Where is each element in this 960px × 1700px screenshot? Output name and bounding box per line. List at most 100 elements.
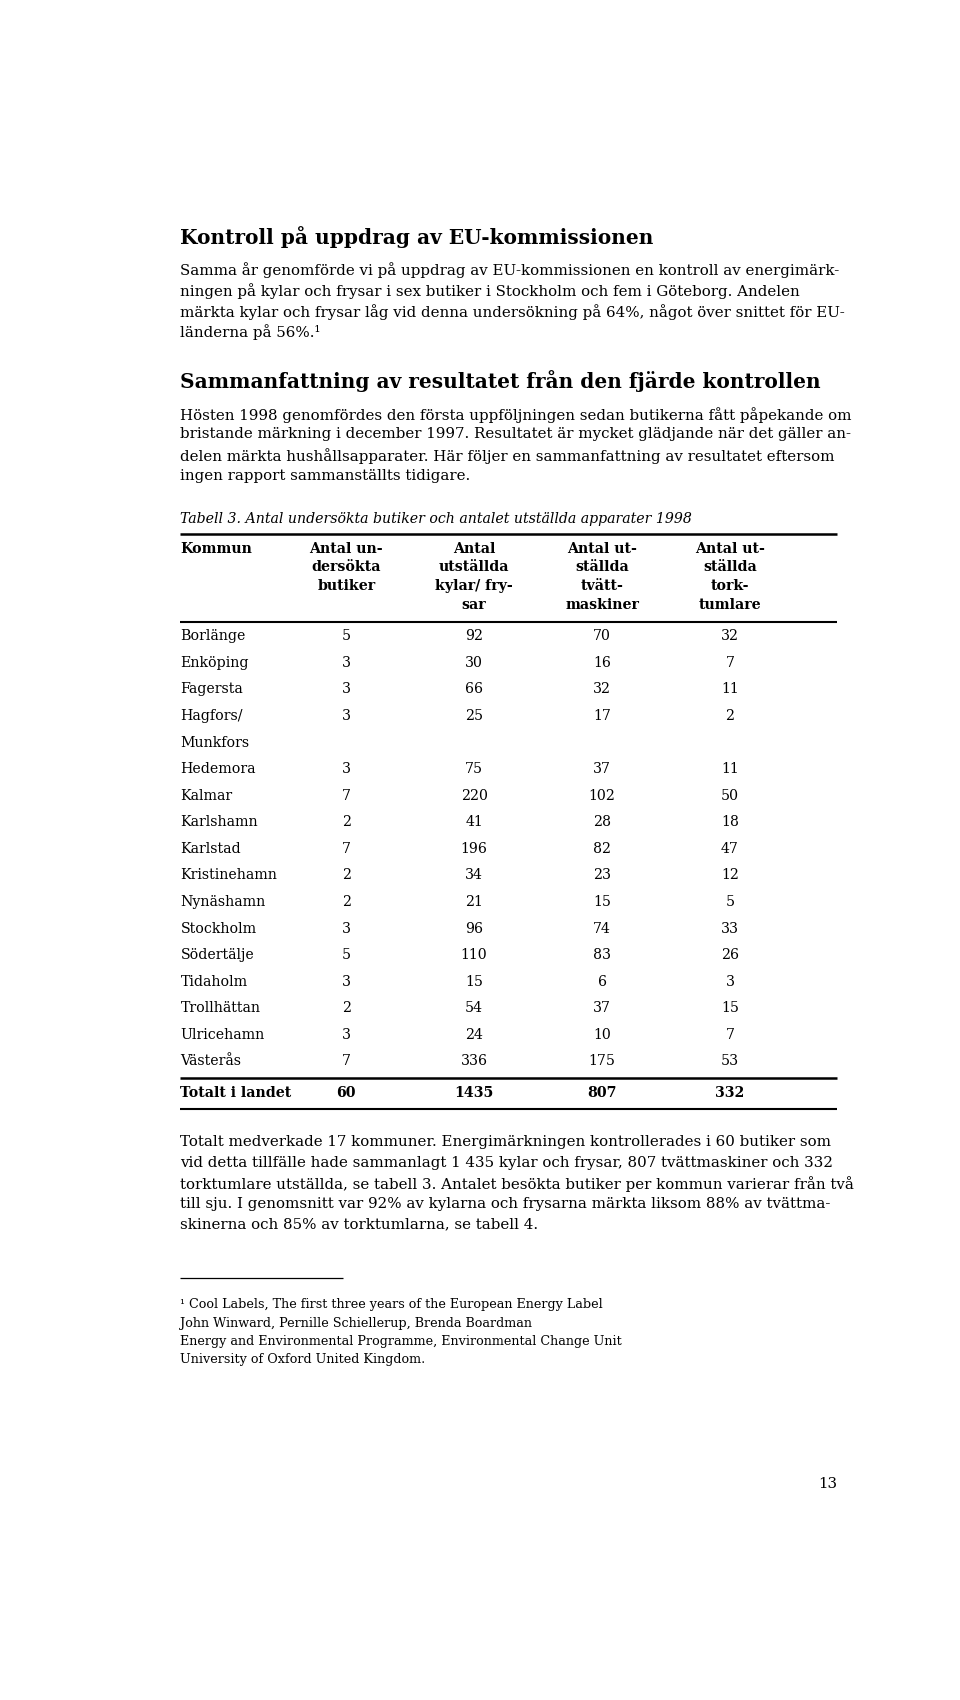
Text: 175: 175 [588,1054,615,1068]
Text: 96: 96 [466,921,483,935]
Text: Kalmar: Kalmar [180,789,232,802]
Text: Västerås: Västerås [180,1054,242,1068]
Text: Totalt i landet: Totalt i landet [180,1086,292,1100]
Text: 92: 92 [466,629,483,643]
Text: Hagfors/: Hagfors/ [180,709,243,722]
Text: Hösten 1998 genomfördes den första uppföljningen sedan butikerna fått påpekande : Hösten 1998 genomfördes den första uppfö… [180,406,852,423]
Text: Nynäshamn: Nynäshamn [180,894,266,910]
Text: Tabell 3. Antal undersökta butiker och antalet utställda apparater 1998: Tabell 3. Antal undersökta butiker och a… [180,512,692,527]
Text: 102: 102 [588,789,615,802]
Text: 15: 15 [466,974,483,989]
Text: 807: 807 [588,1086,616,1100]
Text: dersökta: dersökta [312,561,381,575]
Text: 6: 6 [597,974,607,989]
Text: 2: 2 [342,869,350,882]
Text: Munkfors: Munkfors [180,736,250,750]
Text: 53: 53 [721,1054,739,1068]
Text: 47: 47 [721,842,739,855]
Text: 110: 110 [461,949,488,962]
Text: 41: 41 [466,816,483,830]
Text: kylar/ fry-: kylar/ fry- [435,580,513,593]
Text: 32: 32 [593,682,612,697]
Text: 220: 220 [461,789,488,802]
Text: Tidaholm: Tidaholm [180,974,248,989]
Text: 13: 13 [818,1477,837,1491]
Text: 3: 3 [342,682,350,697]
Text: 336: 336 [461,1054,488,1068]
Text: bristande märkning i december 1997. Resultatet är mycket glädjande när det gälle: bristande märkning i december 1997. Resu… [180,427,852,442]
Text: Södertälje: Södertälje [180,949,254,962]
Text: märkta kylar och frysar låg vid denna undersökning på 64%, något över snittet fö: märkta kylar och frysar låg vid denna un… [180,304,845,320]
Text: 2: 2 [342,894,350,910]
Text: torktumlare utställda, se tabell 3. Antalet besökta butiker per kommun varierar : torktumlare utställda, se tabell 3. Anta… [180,1176,854,1192]
Text: Samma år genomförde vi på uppdrag av EU-kommissionen en kontroll av energimärk-: Samma år genomförde vi på uppdrag av EU-… [180,262,840,279]
Text: 3: 3 [342,709,350,722]
Text: 32: 32 [721,629,739,643]
Text: Antal un-: Antal un- [309,542,383,556]
Text: Sammanfattning av resultatet från den fjärde kontrollen: Sammanfattning av resultatet från den fj… [180,369,821,391]
Text: tork-: tork- [710,580,749,593]
Text: ningen på kylar och frysar i sex butiker i Stockholm och fem i Göteborg. Andelen: ningen på kylar och frysar i sex butiker… [180,284,801,299]
Text: Enköping: Enköping [180,656,249,670]
Text: 196: 196 [461,842,488,855]
Text: Kristinehamn: Kristinehamn [180,869,277,882]
Text: Fagersta: Fagersta [180,682,243,697]
Text: 5: 5 [726,894,734,910]
Text: 11: 11 [721,762,739,777]
Text: Ulricehamn: Ulricehamn [180,1028,265,1042]
Text: Karlshamn: Karlshamn [180,816,258,830]
Text: 18: 18 [721,816,739,830]
Text: Antal ut-: Antal ut- [695,542,765,556]
Text: 7: 7 [342,1054,350,1068]
Text: 332: 332 [715,1086,745,1100]
Text: tumlare: tumlare [699,598,761,612]
Text: 12: 12 [721,869,739,882]
Text: 7: 7 [342,789,350,802]
Text: University of Oxford United Kingdom.: University of Oxford United Kingdom. [180,1353,425,1365]
Text: vid detta tillfälle hade sammanlagt 1 435 kylar och frysar, 807 tvättmaskiner oc: vid detta tillfälle hade sammanlagt 1 43… [180,1156,833,1170]
Text: Karlstad: Karlstad [180,842,241,855]
Text: ingen rapport sammanställts tidigare.: ingen rapport sammanställts tidigare. [180,469,470,483]
Text: ställda: ställda [575,561,629,575]
Text: 21: 21 [466,894,483,910]
Text: 74: 74 [593,921,611,935]
Text: 70: 70 [593,629,612,643]
Text: skinerna och 85% av torktumlarna, se tabell 4.: skinerna och 85% av torktumlarna, se tab… [180,1217,539,1232]
Text: Kontroll på uppdrag av EU-kommissionen: Kontroll på uppdrag av EU-kommissionen [180,226,654,248]
Text: 33: 33 [721,921,739,935]
Text: 25: 25 [465,709,483,722]
Text: 37: 37 [593,1001,612,1015]
Text: 60: 60 [337,1086,356,1100]
Text: 54: 54 [466,1001,483,1015]
Text: 7: 7 [342,842,350,855]
Text: 75: 75 [465,762,483,777]
Text: länderna på 56%.¹: länderna på 56%.¹ [180,325,321,340]
Text: Antal ut-: Antal ut- [567,542,637,556]
Text: butiker: butiker [317,580,375,593]
Text: 10: 10 [593,1028,611,1042]
Text: Hedemora: Hedemora [180,762,256,777]
Text: 34: 34 [466,869,483,882]
Text: 3: 3 [342,762,350,777]
Text: 1435: 1435 [454,1086,493,1100]
Text: utställda: utställda [439,561,510,575]
Text: Antal: Antal [453,542,495,556]
Text: 2: 2 [342,1001,350,1015]
Text: 3: 3 [342,974,350,989]
Text: 7: 7 [726,1028,734,1042]
Text: 7: 7 [726,656,734,670]
Text: 3: 3 [342,1028,350,1042]
Text: 3: 3 [342,656,350,670]
Text: John Winward, Pernille Schiellerup, Brenda Boardman: John Winward, Pernille Schiellerup, Bren… [180,1316,533,1329]
Text: 50: 50 [721,789,739,802]
Text: ställda: ställda [703,561,756,575]
Text: delen märkta hushållsapparater. Här följer en sammanfattning av resultatet efter: delen märkta hushållsapparater. Här följ… [180,447,835,464]
Text: 24: 24 [466,1028,483,1042]
Text: 15: 15 [721,1001,739,1015]
Text: 82: 82 [593,842,612,855]
Text: 3: 3 [726,974,734,989]
Text: Stockholm: Stockholm [180,921,256,935]
Text: sar: sar [462,598,487,612]
Text: 16: 16 [593,656,611,670]
Text: Kommun: Kommun [180,542,252,556]
